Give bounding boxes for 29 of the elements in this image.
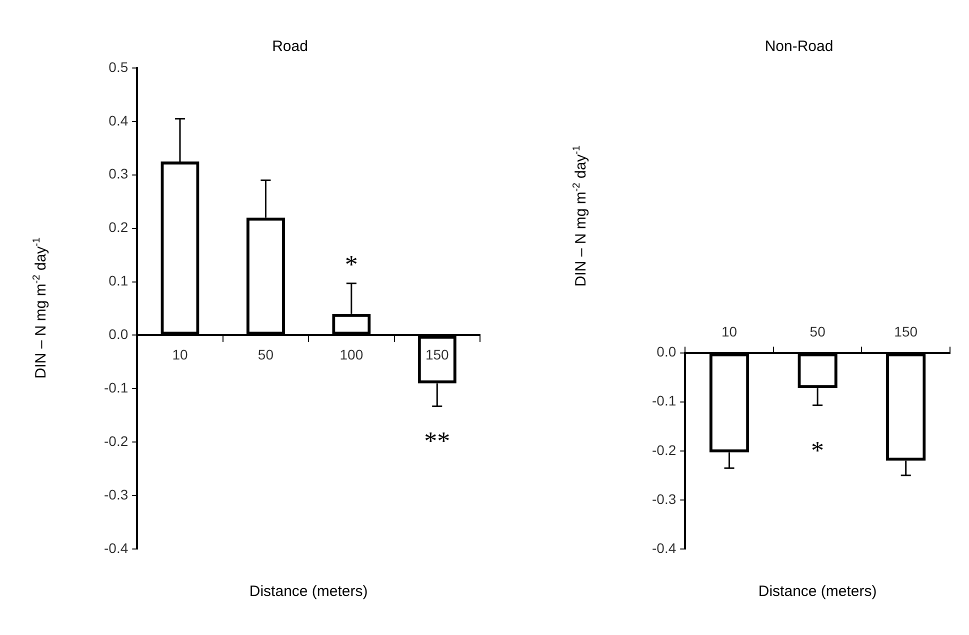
y-tick-label: 0.0 [108,326,128,342]
x-tick-label: 50 [810,323,826,340]
x-tick-label: 50 [258,346,274,362]
x-tick-label: 100 [340,346,364,362]
y-tick-label: -0.2 [652,442,676,458]
y-tick-label: -0.1 [104,380,128,396]
x-tick-label: 10 [721,323,738,340]
annotation: ** [424,426,450,456]
y-tick-label: 0.4 [108,112,128,128]
y-tick-label: -0.1 [652,392,676,409]
x-axis-title: Distance (meters) [758,583,877,600]
y-tick-label: 0.5 [108,58,128,75]
x-axis-title: Distance (meters) [249,583,368,600]
y-tick-label: -0.2 [104,432,128,449]
y-tick-label: 0.1 [108,272,128,289]
y-tick-label: -0.4 [104,540,128,556]
y-tick-label: -0.3 [652,490,676,507]
x-tick-label: 150 [894,323,918,340]
y-tick-label: 0.3 [108,166,128,182]
annotation: * [344,250,358,280]
x-tick-label: 10 [172,346,188,362]
chart-title: Road [272,38,308,56]
x-tick-label: 150 [425,346,450,362]
y-tick-label: 0.0 [656,344,676,360]
chart-title: Non-Road [764,38,834,56]
y-tick-label: -0.3 [104,486,128,502]
y-tick-label: 0.2 [108,219,128,236]
annotation: * [811,436,824,465]
y-tick-label: -0.4 [652,540,676,556]
